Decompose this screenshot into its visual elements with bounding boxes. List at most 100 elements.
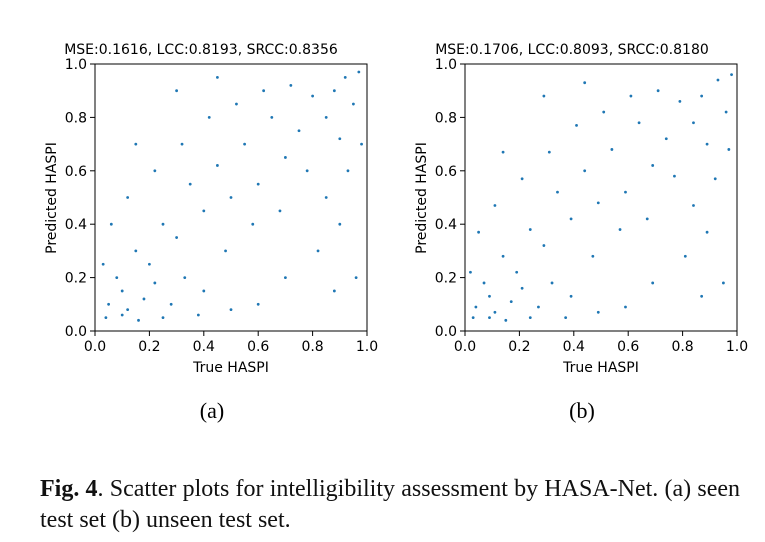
scatter-point — [664, 137, 668, 141]
y-tick-label-a: 0.2 — [65, 271, 87, 287]
scatter-point — [169, 302, 173, 306]
scatter-point — [528, 228, 532, 231]
scatter-point — [678, 99, 682, 103]
scatter-point — [324, 116, 328, 119]
scatter-point — [692, 121, 695, 125]
scatter-point — [520, 286, 524, 290]
scatter-point — [243, 142, 247, 146]
scatter-point — [509, 300, 513, 304]
scatter-point — [216, 75, 219, 79]
scatter-point — [610, 148, 614, 151]
scatter-point — [120, 289, 124, 293]
scatter-point — [332, 289, 336, 293]
subfigure-label-b: (b) — [569, 398, 595, 423]
scatter-point — [683, 254, 687, 258]
scatter-point — [515, 270, 519, 274]
y-tick-label-a: 0.4 — [65, 217, 87, 233]
x-tick-label-a: 0.2 — [138, 339, 160, 355]
scatter-point — [284, 276, 287, 279]
x-tick-label-a: 0.0 — [84, 339, 106, 355]
y-axis-label-a: Predicted HASPI — [44, 142, 60, 254]
scatter-point — [161, 222, 165, 226]
points-a — [101, 70, 363, 322]
scatter-point — [596, 310, 600, 314]
scatter-point — [126, 196, 130, 199]
scatter-point — [251, 222, 255, 226]
ticks-a: 0.0 0.2 0.4 0.6 0.8 1.0 0.0 0.2 0.4 0.6 0.8 1.0 — [65, 57, 378, 355]
scatter-point — [556, 190, 559, 194]
x-tick-label-a: 0.6 — [247, 339, 269, 355]
scatter-point — [469, 270, 472, 274]
scatter-point — [202, 289, 206, 293]
scatter-point — [180, 142, 184, 146]
scatter-point — [216, 164, 219, 167]
scatter-point — [591, 254, 595, 258]
scatter-point — [624, 305, 627, 309]
scatter-point — [596, 201, 600, 205]
scatter-point — [673, 174, 676, 178]
scatter-point — [550, 281, 554, 285]
scatter-point — [569, 294, 573, 298]
scatter-point — [488, 316, 491, 320]
scatter-point — [153, 281, 157, 285]
scatter-point — [583, 169, 587, 173]
scatter-point — [727, 148, 731, 151]
points-b — [469, 73, 733, 322]
scatter-point — [196, 313, 200, 317]
scatter-point — [332, 89, 336, 93]
scatter-point — [360, 142, 363, 146]
scatter-point — [716, 78, 720, 82]
scatter-point — [134, 249, 138, 253]
scatter-point — [722, 281, 725, 285]
ticks-b: 0.0 0.2 0.4 0.6 0.8 1.0 0.0 0.2 0.4 0.6 0.8 1.0 — [435, 57, 748, 355]
chart-title-a: MSE:0.1616, LCC:0.8193, SRCC:0.8356 — [64, 42, 338, 58]
scatter-point — [602, 110, 606, 114]
scatter-point — [645, 217, 649, 221]
scatter-point — [651, 164, 655, 167]
scatter-point — [569, 217, 573, 221]
scatter-point — [346, 169, 350, 173]
scatter-point — [153, 169, 157, 173]
scatter-point — [713, 177, 717, 181]
scatter-point — [338, 137, 342, 141]
y-tick-label-b: 0.4 — [435, 217, 457, 233]
scatter-point — [501, 150, 505, 154]
scatter-point — [624, 190, 627, 194]
chart-title-b: MSE:0.1706, LCC:0.8093, SRCC:0.8180 — [435, 42, 709, 58]
panel-b: MSE:0.1706, LCC:0.8093, SRCC:0.8180 0.0 0… — [414, 42, 748, 423]
scatter-point — [107, 302, 110, 306]
scatter-point — [656, 89, 660, 93]
scatter-point — [528, 316, 532, 320]
scatter-point — [284, 156, 287, 159]
y-axis-label-b: Predicted HASPI — [414, 142, 430, 254]
scatter-point — [493, 204, 497, 207]
scatter-point — [126, 308, 130, 312]
scatter-point — [256, 302, 260, 306]
y-tick-label-b: 0.2 — [435, 271, 457, 287]
scatter-point — [175, 89, 179, 93]
x-axis-label-b: True HASPI — [562, 360, 639, 376]
scatter-point — [134, 142, 138, 146]
scatter-point — [311, 94, 314, 98]
y-tick-label-b: 1.0 — [435, 57, 457, 73]
scatter-point — [101, 262, 105, 266]
y-tick-label-a: 0.6 — [65, 164, 87, 180]
scatter-point — [520, 177, 524, 181]
scatter-point — [289, 83, 293, 87]
scatter-point — [651, 281, 655, 285]
scatter-point — [324, 196, 328, 199]
axes-frame-b — [464, 63, 738, 332]
scatter-point — [207, 116, 211, 119]
scatter-point — [618, 228, 622, 231]
scatter-point — [278, 209, 282, 213]
scatter-point — [175, 236, 179, 239]
x-tick-label-a: 0.8 — [301, 339, 323, 355]
figure-caption: Fig. 4. Scatter plots for intelligibilit… — [40, 474, 740, 536]
scatter-point — [724, 110, 728, 114]
scatter-point — [352, 102, 355, 106]
scatter-point — [482, 281, 486, 285]
scatter-point — [104, 316, 108, 320]
scatter-point — [188, 182, 192, 186]
scatter-point — [547, 150, 551, 154]
